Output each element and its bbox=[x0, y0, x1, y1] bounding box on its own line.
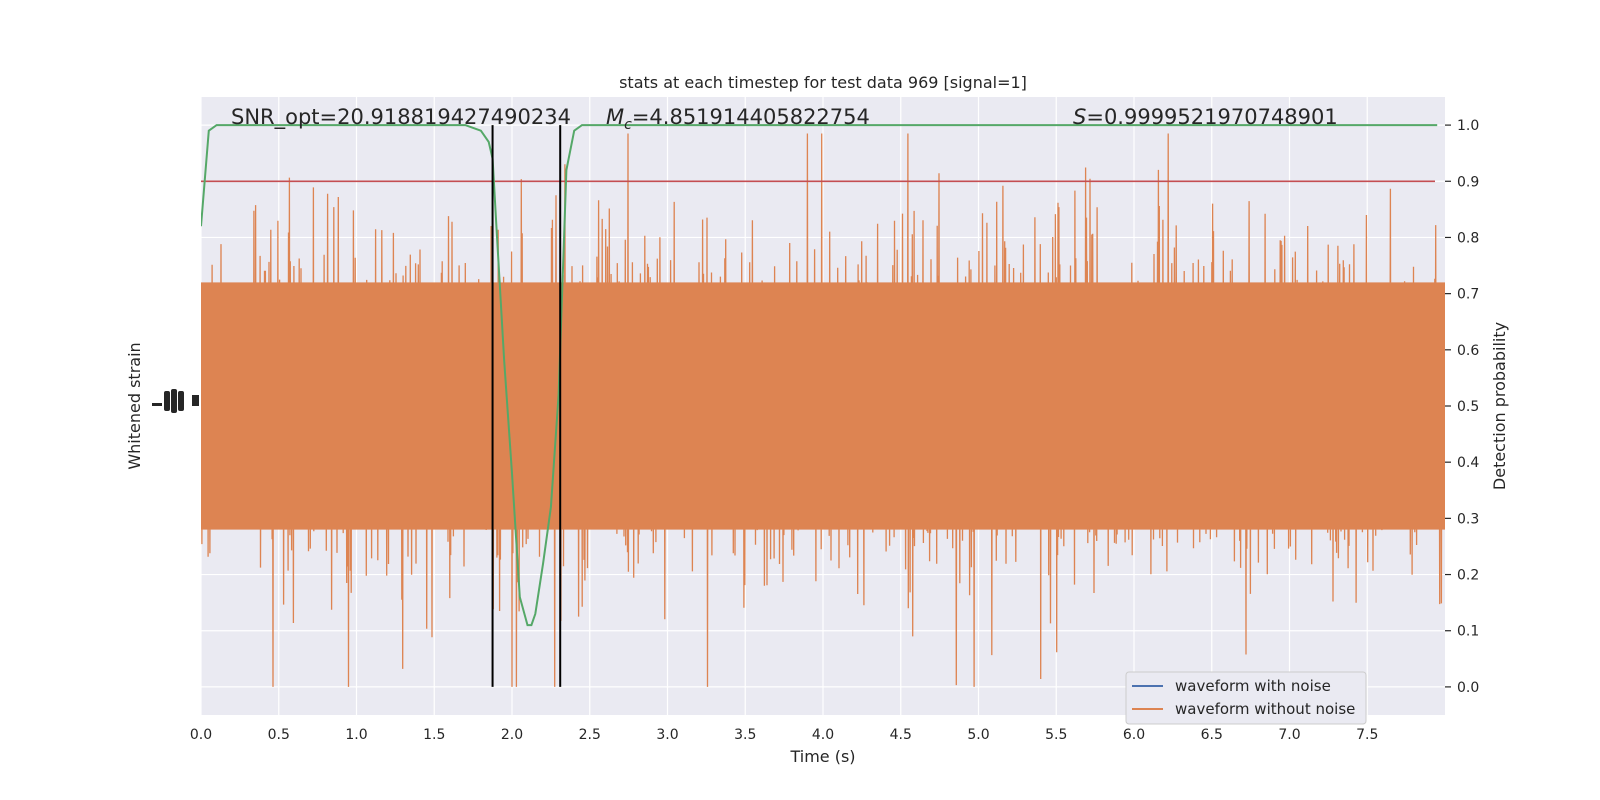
x-tick-label: 2.5 bbox=[579, 727, 601, 743]
y-tick-label: 1.0 bbox=[1457, 118, 1479, 134]
statistic-annotation: S=0.9999521970748901 bbox=[1073, 105, 1338, 129]
left-axis-tick-blob bbox=[152, 389, 199, 413]
y-tick-label: 0.7 bbox=[1457, 287, 1479, 303]
chirp-mass-symbol: M bbox=[606, 105, 624, 129]
x-tick-label: 4.5 bbox=[890, 727, 912, 743]
y-tick-label: 0.0 bbox=[1457, 680, 1479, 696]
y-tick-label: 0.4 bbox=[1457, 455, 1479, 471]
x-tick-label: 3.0 bbox=[656, 727, 678, 743]
legend-label-without-noise: waveform without noise bbox=[1175, 700, 1355, 718]
statistic-value: =0.9999521970748901 bbox=[1086, 105, 1337, 129]
x-tick-label: 0.0 bbox=[190, 727, 212, 743]
waveform-without-noise-core bbox=[201, 282, 1445, 530]
chirp-mass-subscript: c bbox=[624, 117, 632, 133]
y-tick-label: 0.8 bbox=[1457, 230, 1479, 246]
x-tick-label: 1.0 bbox=[345, 727, 367, 743]
y-tick-label: 0.6 bbox=[1457, 343, 1479, 359]
y-right-axis-ticks: 0.0 0.1 0.2 0.3 0.4 0.5 0.6 0.7 0.8 0.9 1.0 bbox=[1445, 118, 1479, 696]
x-tick-label: 0.5 bbox=[268, 727, 290, 743]
x-tick-label: 2.0 bbox=[501, 727, 523, 743]
x-tick-label: 6.5 bbox=[1201, 727, 1223, 743]
waveform-without-noise-series bbox=[201, 133, 1445, 687]
legend-label-with-noise: waveform with noise bbox=[1175, 677, 1331, 695]
x-tick-label: 5.0 bbox=[967, 727, 989, 743]
overlay-lines bbox=[201, 124, 1438, 687]
x-tick-label: 6.0 bbox=[1123, 727, 1145, 743]
y-tick-label: 0.2 bbox=[1457, 568, 1479, 584]
x-axis-ticks: 0.0 0.5 1.0 1.5 2.0 2.5 3.0 3.5 4.0 4.5 5.0 5.5 6.0 6… bbox=[190, 727, 1379, 743]
chirp-mass-annotation: Mc=4.851914405822754 bbox=[606, 105, 870, 133]
x-axis-label: Time (s) bbox=[789, 747, 855, 766]
detection-probability-line bbox=[201, 124, 1438, 627]
chart-title: stats at each timestep for test data 969… bbox=[619, 73, 1027, 92]
x-tick-label: 7.0 bbox=[1278, 727, 1300, 743]
legend-box bbox=[1125, 671, 1367, 725]
x-tick-label: 3.5 bbox=[734, 727, 756, 743]
y-left-axis-label: Whitened strain bbox=[125, 342, 144, 469]
y-tick-label: 0.9 bbox=[1457, 174, 1479, 190]
x-tick-label: 7.5 bbox=[1356, 727, 1378, 743]
statistic-symbol: S bbox=[1073, 105, 1086, 129]
snr-annotation: SNR_opt=20.918819427490234 bbox=[231, 105, 571, 130]
x-tick-label: 5.5 bbox=[1045, 727, 1067, 743]
y-tick-label: 0.3 bbox=[1457, 511, 1479, 527]
x-tick-label: 1.5 bbox=[423, 727, 445, 743]
y-right-axis-label: Detection probability bbox=[1490, 322, 1509, 490]
y-tick-label: 0.5 bbox=[1457, 399, 1479, 415]
y-tick-label: 0.1 bbox=[1457, 624, 1479, 640]
x-tick-label: 4.0 bbox=[812, 727, 834, 743]
chirp-mass-value: =4.851914405822754 bbox=[632, 105, 870, 129]
legend: waveform with noise waveform without noi… bbox=[1125, 671, 1367, 725]
